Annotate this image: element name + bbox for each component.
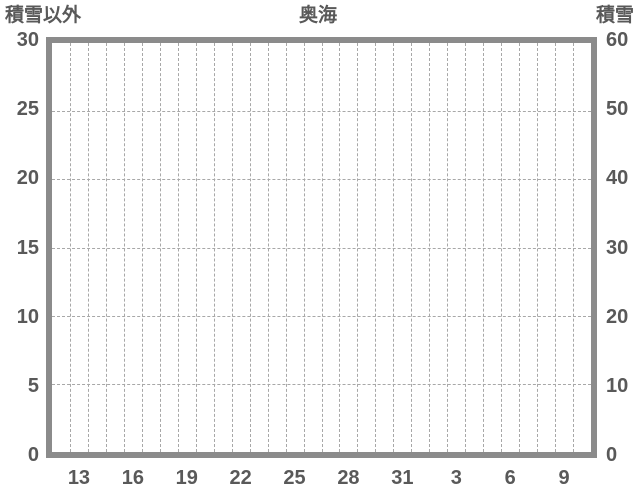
y-tick-left: 10 xyxy=(16,305,39,328)
y-tick-left: 5 xyxy=(27,374,39,397)
gridline-horizontal xyxy=(52,179,591,181)
gridline-horizontal xyxy=(52,247,591,249)
y-tick-left: 15 xyxy=(16,236,39,259)
gridline-horizontal xyxy=(52,383,591,385)
y-tick-left: 20 xyxy=(16,167,39,190)
x-tick-label: 22 xyxy=(229,467,252,489)
y-tick-right: 60 xyxy=(606,29,629,51)
x-tick-label: 13 xyxy=(67,467,91,489)
gridline-horizontal xyxy=(52,111,591,113)
right-axis-title: 積雪 xyxy=(595,5,634,26)
y-tick-left: 0 xyxy=(27,444,39,466)
x-tick-label: 6 xyxy=(504,467,516,489)
x-tick-label: 28 xyxy=(337,467,360,489)
y-tick-right: 20 xyxy=(606,305,629,328)
chart-title: 奥海 xyxy=(298,5,337,26)
x-tick-label: 9 xyxy=(558,467,570,489)
plot-area xyxy=(46,37,597,458)
x-tick-label: 3 xyxy=(450,467,462,489)
y-tick-left: 30 xyxy=(16,29,39,51)
gridline-horizontal xyxy=(52,315,591,317)
x-tick-label: 25 xyxy=(283,467,306,489)
y-tick-left: 25 xyxy=(16,98,39,121)
y-tick-right: 0 xyxy=(606,444,618,466)
y-tick-right: 10 xyxy=(606,374,629,397)
left-axis-title: 積雪以外 xyxy=(5,5,82,26)
y-tick-right: 30 xyxy=(606,236,629,259)
y-tick-right: 40 xyxy=(606,167,629,190)
x-tick-label: 19 xyxy=(175,467,198,489)
x-tick-label: 31 xyxy=(391,467,414,489)
y-tick-right: 50 xyxy=(606,98,629,121)
x-tick-label: 16 xyxy=(121,467,144,489)
